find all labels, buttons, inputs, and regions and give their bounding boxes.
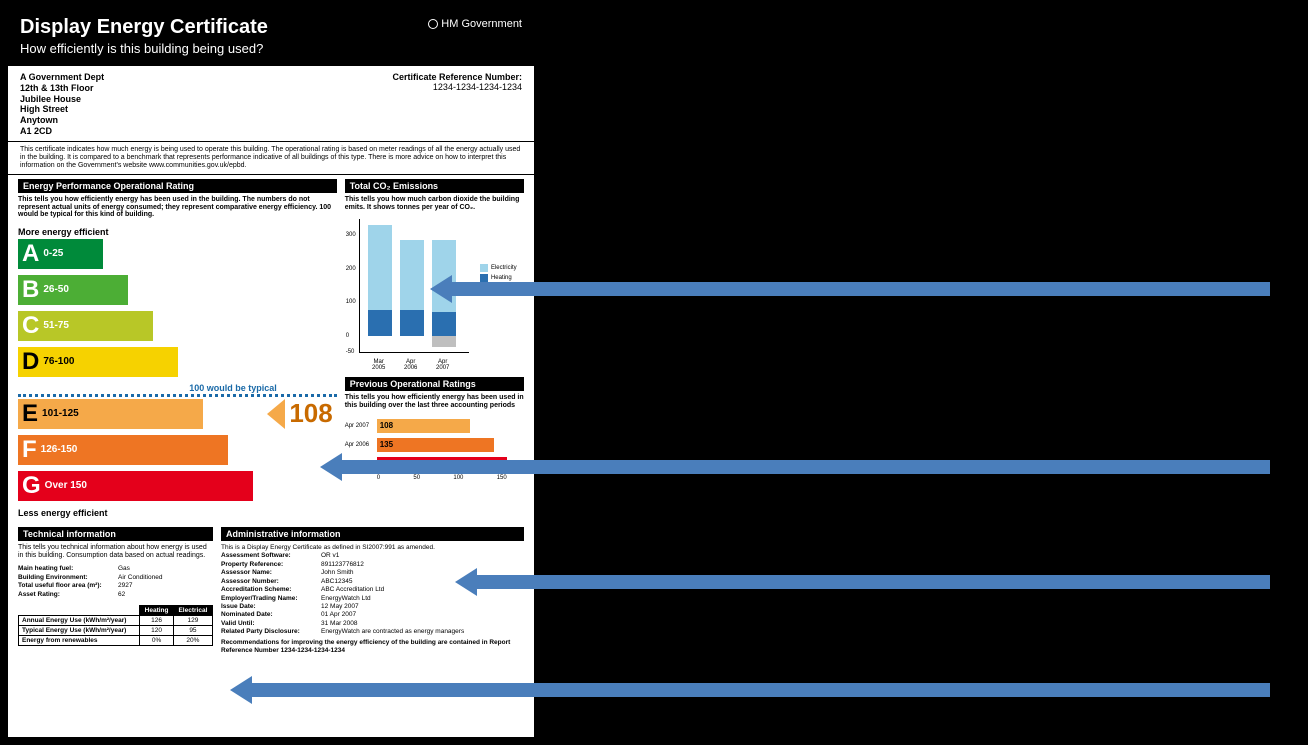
tech-section-header: Technical information	[18, 527, 213, 541]
rating-bands: A0-25B26-50C51-75D76-100100 would be typ…	[18, 239, 337, 505]
prev-section-header: Previous Operational Ratings	[345, 377, 524, 391]
certificate-document: Display Energy Certificate How efficient…	[6, 6, 536, 739]
arrow-line	[452, 282, 1270, 296]
tech-description: This tells you technical information abo…	[18, 541, 213, 562]
co2-section-header: Total CO₂ Emissions	[345, 179, 524, 193]
reference-number: Certificate Reference Number: 1234-1234-…	[392, 72, 522, 137]
arrow-icon	[430, 275, 452, 303]
rating-pointer: 108	[267, 399, 336, 429]
co2-description: This tells you how much carbon dioxide t…	[345, 193, 524, 214]
admin-section-header: Administrative information	[221, 527, 524, 541]
rating-band-f: F126-150	[18, 435, 337, 469]
energy-use-table: HeatingElectricalAnnual Energy Use (kWh/…	[18, 605, 213, 646]
certificate-header: Display Energy Certificate How efficient…	[8, 8, 534, 66]
less-efficient-label: Less energy efficient	[18, 508, 337, 518]
prev-description: This tells you how efficiently energy ha…	[345, 391, 524, 412]
address-row: A Government Dept 12th & 13th Floor Jubi…	[8, 66, 534, 141]
intro-text: This certificate indicates how much ener…	[8, 141, 534, 175]
rating-band-a: A0-25	[18, 239, 337, 273]
hm-gov-logo: HM Government	[428, 18, 522, 30]
admin-info: This is a Display Energy Certificate as …	[221, 544, 524, 656]
arrow-line	[477, 575, 1270, 589]
building-address: A Government Dept 12th & 13th Floor Jubi…	[20, 72, 104, 137]
more-efficient-label: More energy efficient	[18, 227, 337, 237]
arrow-icon	[230, 676, 252, 704]
cert-subtitle: How efficiently is this building being u…	[20, 41, 522, 56]
ep-section-header: Energy Performance Operational Rating	[18, 179, 337, 193]
prev-rating-row: Apr 2007108	[345, 418, 524, 434]
rating-band-c: C51-75	[18, 311, 337, 345]
arrow-line	[252, 683, 1270, 697]
rating-band-d: D76-100	[18, 347, 337, 381]
rating-band-b: B26-50	[18, 275, 337, 309]
prev-rating-row: Apr 2006135	[345, 437, 524, 453]
arrow-line	[342, 460, 1270, 474]
arrow-icon	[455, 568, 477, 596]
tech-info-table: Main heating fuel:GasBuilding Environmen…	[18, 565, 213, 599]
arrow-icon	[320, 453, 342, 481]
rating-band-e: E101-125108	[18, 399, 337, 433]
rating-band-g: GOver 150	[18, 471, 337, 505]
ep-description: This tells you how efficiently energy ha…	[18, 193, 337, 222]
